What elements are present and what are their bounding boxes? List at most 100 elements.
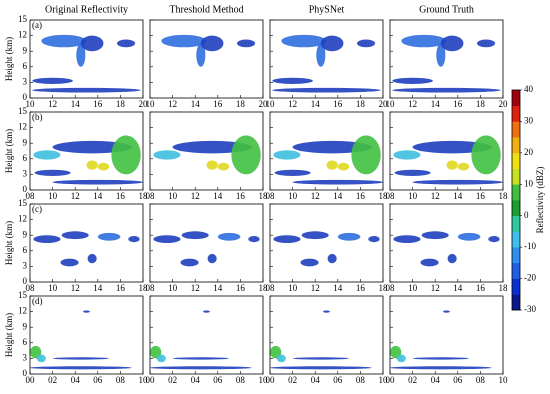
panel-frame xyxy=(269,111,384,191)
echo xyxy=(274,169,311,176)
echo xyxy=(150,345,162,359)
x-tick-label: 12 xyxy=(168,99,177,109)
y-tick-label: 0 xyxy=(23,184,28,194)
x-tick-label: 10 xyxy=(386,99,396,109)
x-tick-label: 18 xyxy=(116,99,126,109)
echo xyxy=(393,150,421,160)
echo xyxy=(80,35,104,52)
echo xyxy=(60,258,79,267)
echo xyxy=(30,345,42,359)
column-title: Ground Truth xyxy=(419,4,474,15)
echo xyxy=(61,231,89,240)
colorbar-segment xyxy=(512,247,520,264)
x-tick-label: 18 xyxy=(499,283,509,293)
echo xyxy=(323,310,330,313)
echo xyxy=(203,310,210,313)
x-tick-label: 10 xyxy=(288,191,298,201)
colorbar-segment xyxy=(512,105,520,122)
column-title: Original Reflectivity xyxy=(45,4,128,15)
echo xyxy=(401,34,447,48)
y-tick-label: 0 xyxy=(23,368,28,378)
y-tick-label: 15 xyxy=(18,290,28,300)
x-tick-label: 08 xyxy=(26,283,36,293)
echo xyxy=(156,354,166,363)
echo xyxy=(33,150,61,160)
x-tick-label: 12 xyxy=(311,283,320,293)
x-tick-label: 14 xyxy=(311,99,321,109)
x-tick-label: 14 xyxy=(333,191,343,201)
y-tick-label: 9 xyxy=(23,137,28,147)
x-tick-label: 08 xyxy=(266,283,276,293)
x-tick-label: 16 xyxy=(453,99,463,109)
x-tick-label: 06 xyxy=(213,375,223,385)
panel-frame xyxy=(269,295,384,375)
x-tick-label: 08 xyxy=(236,375,246,385)
x-tick-label: 06 xyxy=(453,375,463,385)
y-tick-label: 3 xyxy=(23,260,28,270)
y-axis-label: Height (km) xyxy=(4,221,14,265)
echo xyxy=(117,39,136,48)
echo xyxy=(337,162,350,171)
colorbar-tick-label: 40 xyxy=(524,84,534,94)
x-tick-label: 12 xyxy=(71,283,80,293)
x-tick-label: 16 xyxy=(236,191,246,201)
x-tick-label: 14 xyxy=(453,283,463,293)
x-tick-label: 14 xyxy=(93,191,103,201)
echo xyxy=(436,43,446,67)
colorbar-segment xyxy=(512,215,520,232)
echo xyxy=(111,135,141,175)
x-tick-label: 10 xyxy=(168,191,178,201)
echo xyxy=(196,43,206,67)
x-tick-label: 14 xyxy=(333,283,343,293)
echo xyxy=(471,135,501,175)
echo xyxy=(217,162,230,171)
colorbar-segment xyxy=(512,121,520,138)
x-tick-label: 12 xyxy=(71,191,80,201)
echo xyxy=(412,179,503,185)
panel-label: (d) xyxy=(32,296,43,306)
x-tick-label: 02 xyxy=(288,375,297,385)
echo xyxy=(272,87,381,93)
echo xyxy=(150,366,252,370)
echo xyxy=(396,354,406,363)
echo xyxy=(87,253,97,264)
echo xyxy=(390,366,492,370)
x-tick-label: 16 xyxy=(116,283,126,293)
echo xyxy=(326,160,338,170)
x-tick-label: 08 xyxy=(386,191,396,201)
x-tick-label: 18 xyxy=(499,191,509,201)
y-tick-label: 15 xyxy=(18,14,28,24)
y-tick-label: 12 xyxy=(18,30,27,40)
y-tick-label: 12 xyxy=(18,306,27,316)
panel-frame xyxy=(389,111,504,191)
colorbar-segment xyxy=(512,168,520,185)
x-tick-label: 16 xyxy=(476,283,486,293)
echo xyxy=(281,34,327,48)
echo xyxy=(273,150,301,160)
echo xyxy=(392,77,433,84)
echo xyxy=(301,231,329,240)
echo xyxy=(327,253,337,264)
y-axis-label: Height (km) xyxy=(4,313,14,357)
x-tick-label: 10 xyxy=(48,283,58,293)
colorbar-segment xyxy=(512,262,520,279)
echo xyxy=(447,253,457,264)
x-tick-label: 10 xyxy=(408,283,418,293)
x-tick-label: 16 xyxy=(356,283,366,293)
echo xyxy=(36,354,46,363)
x-tick-label: 06 xyxy=(93,375,103,385)
echo xyxy=(394,169,431,176)
echo xyxy=(368,235,380,243)
y-tick-label: 0 xyxy=(23,92,28,102)
colorbar-tick-label: -30 xyxy=(524,304,536,314)
y-tick-label: 12 xyxy=(18,214,27,224)
x-tick-label: 00 xyxy=(386,375,396,385)
x-tick-label: 14 xyxy=(213,283,223,293)
panel-frame xyxy=(29,111,144,191)
x-tick-label: 16 xyxy=(333,99,343,109)
echo xyxy=(237,39,256,48)
column-title: PhySNet xyxy=(309,4,345,15)
x-tick-label: 18 xyxy=(259,283,269,293)
x-tick-label: 02 xyxy=(408,375,417,385)
panel-frame xyxy=(29,19,144,99)
